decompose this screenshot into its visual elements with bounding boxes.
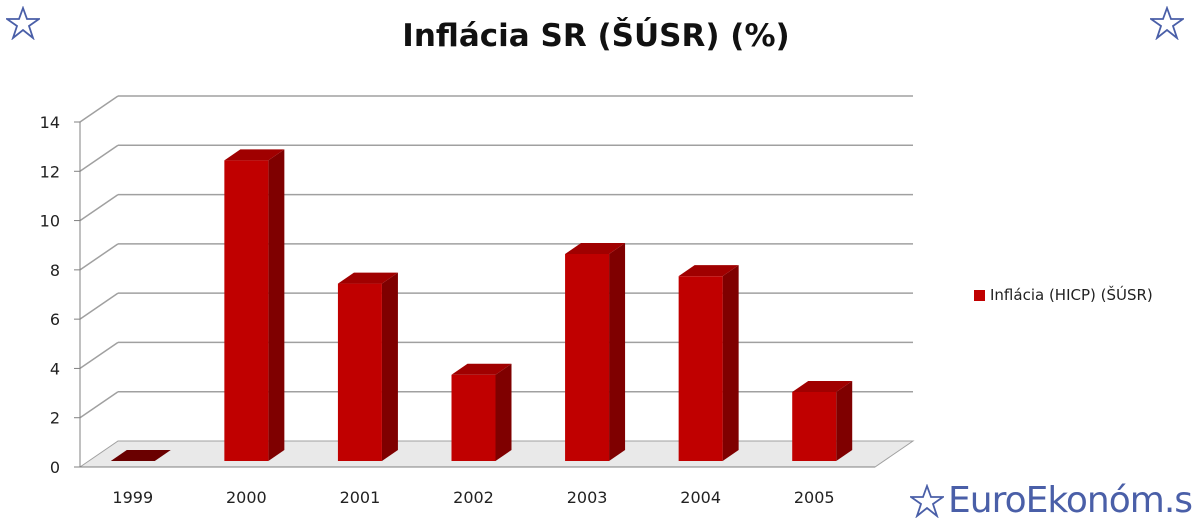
euroekonom-logo: EuroEkonóm.sk [910, 480, 1192, 521]
watermark-text: EuroEkonóm.sk [948, 480, 1192, 521]
bar [792, 392, 837, 461]
y-tick-label: 2 [50, 409, 60, 428]
bar-top [224, 149, 285, 161]
star-outline-icon [910, 483, 944, 518]
gridline-diagonal [79, 193, 119, 222]
bar-top [110, 450, 171, 461]
star-outline-icon [1150, 6, 1184, 40]
y-tick-label: 6 [50, 310, 60, 329]
bar-side [495, 363, 512, 461]
y-tick-label: 0 [50, 458, 60, 477]
gridline-diagonal [79, 144, 119, 172]
x-tick-label: 2002 [453, 488, 494, 507]
gridline-diagonal [79, 341, 119, 370]
bar-side [722, 265, 739, 461]
y-tick-label: 8 [50, 261, 60, 280]
bar [337, 283, 382, 461]
y-tick-label: 10 [40, 212, 60, 231]
legend-label: Inflácia (HICP) (ŠÚSR) [990, 286, 1153, 304]
gridline-diagonal [79, 243, 119, 271]
chart-legend: Inflácia (HICP) (ŠÚSR) [974, 286, 1153, 304]
y-tick-label: 4 [50, 359, 60, 378]
bar [678, 276, 723, 461]
gridline-diagonal [79, 95, 119, 123]
legend-swatch [974, 289, 985, 301]
bar-side [268, 149, 285, 461]
gridline-diagonal [79, 292, 119, 320]
x-tick-label: 1999 [112, 488, 153, 507]
x-tick-label: 2005 [794, 488, 835, 507]
star-outline-icon [6, 6, 40, 40]
x-tick-label: 2003 [567, 488, 608, 507]
gridline-diagonal [79, 391, 119, 419]
bar [224, 160, 269, 461]
x-tick-label: 2001 [340, 488, 381, 507]
bar-top [451, 363, 512, 375]
y-tick-label: 14 [40, 113, 60, 132]
bar-top [565, 243, 626, 254]
bar-top [337, 272, 398, 284]
bar-top [792, 381, 853, 392]
x-tick-label: 2000 [226, 488, 267, 507]
y-tick-label: 12 [40, 162, 60, 181]
x-tick-label: 2004 [680, 488, 721, 507]
bar-top [678, 265, 739, 277]
bar [565, 254, 610, 461]
chart-title: Inflácia SR (ŠÚSR) (%) [402, 18, 790, 54]
bar-side [381, 272, 398, 461]
bar [451, 374, 496, 461]
bar-side [609, 243, 626, 461]
bar-side [836, 381, 853, 461]
